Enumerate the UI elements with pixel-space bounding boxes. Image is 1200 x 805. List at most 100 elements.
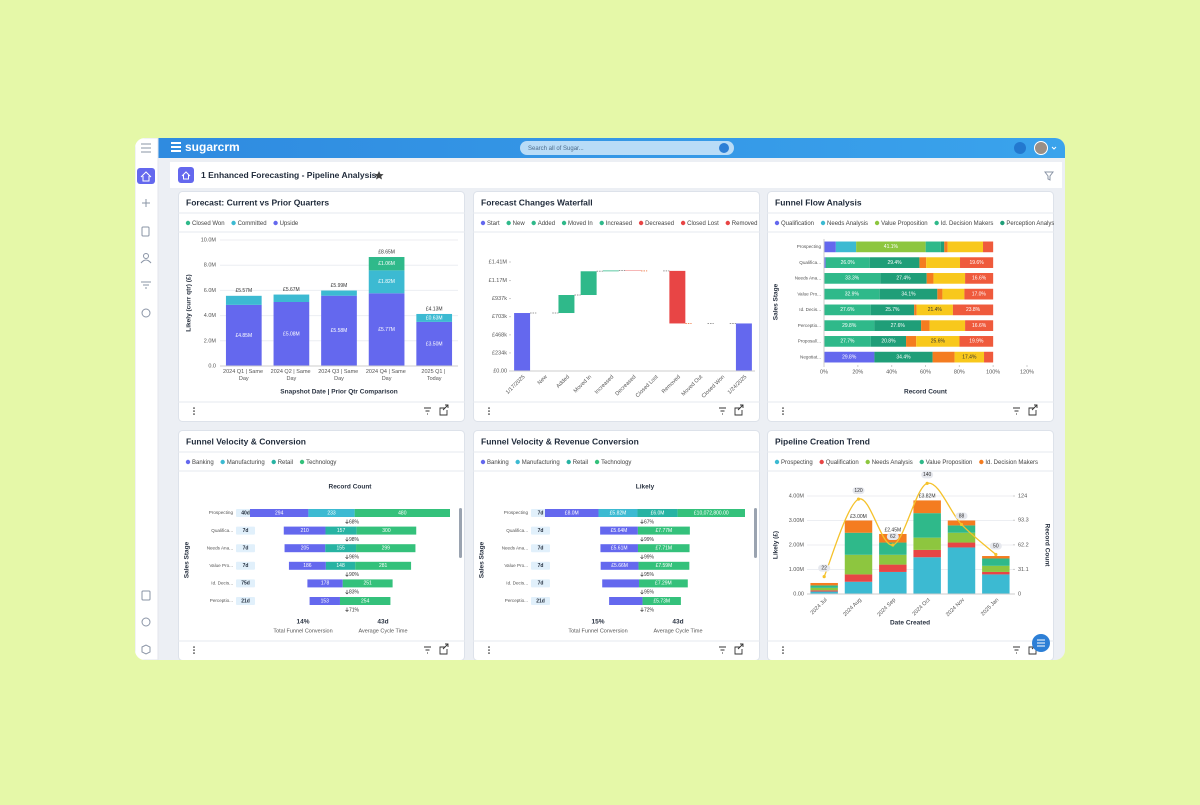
legend-swatch[interactable] [819,460,823,464]
legend-swatch[interactable] [272,460,276,464]
legend-swatch[interactable] [934,221,938,225]
scrollbar[interactable] [459,508,462,558]
legend-label[interactable]: Decreased [645,221,674,227]
legend-swatch[interactable] [186,221,190,225]
legend-swatch[interactable] [273,221,277,225]
search-button[interactable] [719,143,729,153]
y-tick-label: 4.0M [204,313,217,319]
waterfall-bar [558,295,574,313]
legend-label[interactable]: Manufacturing [227,460,265,466]
legend-swatch[interactable] [481,460,485,464]
legend-label[interactable]: Removed [732,221,758,227]
notifications[interactable] [1014,142,1026,154]
days-label: 7d [538,563,544,569]
legend-swatch[interactable] [231,221,235,225]
legend-label[interactable]: Qualification [781,221,814,227]
legend-label[interactable]: Technology [306,460,336,466]
data-label: 251 [364,581,373,587]
legend-label[interactable]: Closed Lost [687,221,719,227]
legend-swatch[interactable] [562,221,566,225]
legend-label[interactable]: Qualification [826,460,859,466]
bar-segment [933,273,965,284]
legend-label[interactable]: Manufacturing [522,460,560,466]
legend-label[interactable]: Technology [601,460,631,466]
y-tick-label: Qualifica... [799,260,821,265]
data-label: £4.85M [235,333,252,339]
axis-label: Sales Stage [479,541,486,578]
legend-swatch[interactable] [600,221,604,225]
legend-label[interactable]: Id. Decision Makers [941,221,994,227]
y-tick-label: 1.00M [789,567,805,573]
stage-label: Needs Ana... [207,545,233,550]
dashboard-icon[interactable] [178,167,194,183]
legend-swatch[interactable] [220,460,224,464]
logo[interactable]: sugarcrm [185,140,240,154]
legend-swatch[interactable] [639,221,643,225]
legend-swatch[interactable] [979,460,983,464]
legend-swatch[interactable] [875,221,879,225]
data-label: 41.1% [884,244,899,250]
conversion-label: 96% [349,555,360,561]
legend-label[interactable]: Perception Analysis [1006,221,1058,227]
y-tick-label: Needs Ana... [795,276,821,281]
legend-label[interactable]: Retail [278,460,293,466]
legend-label[interactable]: Needs Analysis [872,460,913,466]
legend-label[interactable]: Closed Won [192,221,225,227]
bar-segment [845,574,872,581]
line-point [926,482,929,485]
avatar[interactable] [1035,142,1048,155]
legend-swatch[interactable] [506,221,510,225]
legend-swatch[interactable] [821,221,825,225]
legend-swatch[interactable] [1000,221,1004,225]
legend-label[interactable]: Committed [238,221,267,227]
data-label: 25.6% [931,339,946,345]
legend-swatch[interactable] [515,460,519,464]
legend-label[interactable]: Banking [192,460,214,466]
legend-swatch[interactable] [567,460,571,464]
panel-title: Funnel Velocity & Conversion [186,436,306,446]
stage-label: Needs Ana... [502,545,528,550]
legend-label[interactable]: Value Proposition [926,460,973,466]
search-placeholder: Search all of Sugar... [528,146,584,152]
data-label: 27.6% [840,307,855,313]
legend-label[interactable]: New [513,221,526,227]
legend-swatch[interactable] [186,460,190,464]
legend-swatch[interactable] [531,221,535,225]
legend-label[interactable]: Prospecting [781,460,813,466]
legend-label[interactable]: Added [538,221,555,227]
x-axis-label: Record Count [904,389,948,396]
legend-swatch[interactable] [300,460,304,464]
legend-label[interactable]: Id. Decision Makers [985,460,1038,466]
y-tick-label: Prospecting [797,244,822,249]
legend-label[interactable]: Upside [280,221,299,227]
legend-label[interactable]: Banking [487,460,509,466]
legend-swatch[interactable] [681,221,685,225]
legend-label[interactable]: Increased [606,221,632,227]
legend-label[interactable]: Value Proposition [881,221,928,227]
scrollbar[interactable] [754,508,757,558]
bar-segment [824,242,836,253]
legend-swatch[interactable] [866,460,870,464]
legend-label[interactable]: Moved In [568,221,593,227]
legend-swatch[interactable] [920,460,924,464]
legend-swatch[interactable] [775,221,779,225]
home-nav[interactable] [137,168,155,184]
conversion-label: 83% [349,590,360,596]
legend-swatch[interactable] [775,460,779,464]
bar-segment [845,533,872,555]
legend-label[interactable]: Needs Analysis [827,221,868,227]
legend-swatch[interactable] [595,460,599,464]
y-tick-label: 8.0M [204,263,217,269]
legend-label[interactable]: Retail [573,460,588,466]
data-label: 299 [382,546,391,552]
legend-label[interactable]: Start [487,221,500,227]
y-tick-label: 10.0M [201,237,217,243]
conversion-label: 90% [349,572,360,578]
days-label: 7d [243,546,249,552]
data-label: 205 [301,546,310,552]
legend-swatch[interactable] [726,221,730,225]
legend-swatch[interactable] [481,221,485,225]
bar-segment [982,574,1009,594]
